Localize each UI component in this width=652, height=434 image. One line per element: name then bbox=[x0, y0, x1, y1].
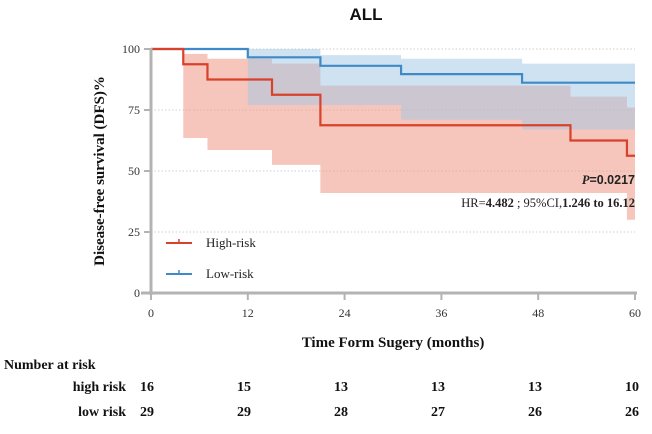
risk-row-label: high risk bbox=[72, 380, 126, 395]
risk-value: 13 bbox=[431, 380, 445, 395]
risk-value: 16 bbox=[140, 380, 154, 395]
y-tick-label: 75 bbox=[128, 103, 140, 117]
risk-row-low: low risk 29 29 28 27 26 26 bbox=[0, 405, 652, 425]
ci-band-low-risk bbox=[247, 49, 636, 130]
risk-row-high: high risk 16 15 13 13 13 10 bbox=[0, 380, 652, 400]
risk-value: 28 bbox=[334, 405, 348, 420]
x-tick-label: 36 bbox=[435, 306, 447, 320]
survival-curve-high-risk bbox=[151, 47, 635, 157]
legend-label-low-risk: Low-risk bbox=[206, 266, 254, 281]
x-tick-label: 0 bbox=[148, 306, 154, 320]
hr-value: 4.482 bbox=[486, 196, 514, 210]
risk-value: 27 bbox=[431, 405, 445, 420]
chart-title: ALL bbox=[349, 5, 382, 24]
x-tick-label: 12 bbox=[242, 306, 254, 320]
y-tick-label: 50 bbox=[128, 164, 140, 178]
risk-value: 26 bbox=[528, 405, 542, 420]
x-axis-title: Time Form Sugery (months) bbox=[302, 335, 485, 351]
hr-annotation: HR=4.482 ; 95%CI,1.246 to 16.12 bbox=[461, 196, 635, 210]
risk-value: 29 bbox=[237, 405, 251, 420]
risk-value: 26 bbox=[625, 405, 639, 420]
risk-value: 13 bbox=[528, 380, 542, 395]
ci-value: 1.246 to 16.12 bbox=[562, 196, 635, 210]
y-axis-title: Disease-free survival (DFS)% bbox=[92, 76, 108, 266]
p-value: =0.0217 bbox=[589, 173, 635, 187]
p-value-annotation: P=0.0217 bbox=[582, 173, 635, 187]
risk-value: 29 bbox=[140, 405, 154, 420]
y-tick-label: 100 bbox=[122, 42, 140, 56]
y-tick-label: 25 bbox=[128, 225, 140, 239]
ci-label: ; 95%CI, bbox=[514, 196, 562, 210]
legend-label-high-risk: High-risk bbox=[206, 235, 256, 250]
km-chart: ALL 0 25 50 75 100 0 12 24 36 48 60 Disease-free … bbox=[92, 5, 641, 351]
risk-value: 13 bbox=[334, 380, 348, 395]
x-ticks: 0 12 24 36 48 60 bbox=[148, 293, 641, 320]
risk-table-title: Number at risk bbox=[4, 358, 96, 373]
risk-row-label: low risk bbox=[78, 405, 126, 420]
risk-value: 10 bbox=[625, 380, 639, 395]
hr-label: HR= bbox=[461, 196, 485, 210]
y-tick-label: 0 bbox=[134, 286, 140, 300]
p-symbol: P bbox=[582, 173, 590, 187]
x-tick-label: 60 bbox=[629, 306, 641, 320]
x-tick-label: 24 bbox=[339, 306, 351, 320]
y-ticks: 0 25 50 75 100 bbox=[122, 42, 151, 300]
x-tick-label: 48 bbox=[532, 306, 544, 320]
risk-value: 15 bbox=[237, 380, 251, 395]
legend-item-high-risk: High-risk bbox=[166, 235, 256, 250]
legend: High-risk Low-risk bbox=[166, 235, 256, 281]
survival-curves bbox=[151, 47, 635, 157]
survival-curve-low-risk bbox=[151, 47, 635, 84]
legend-item-low-risk: Low-risk bbox=[166, 266, 254, 281]
